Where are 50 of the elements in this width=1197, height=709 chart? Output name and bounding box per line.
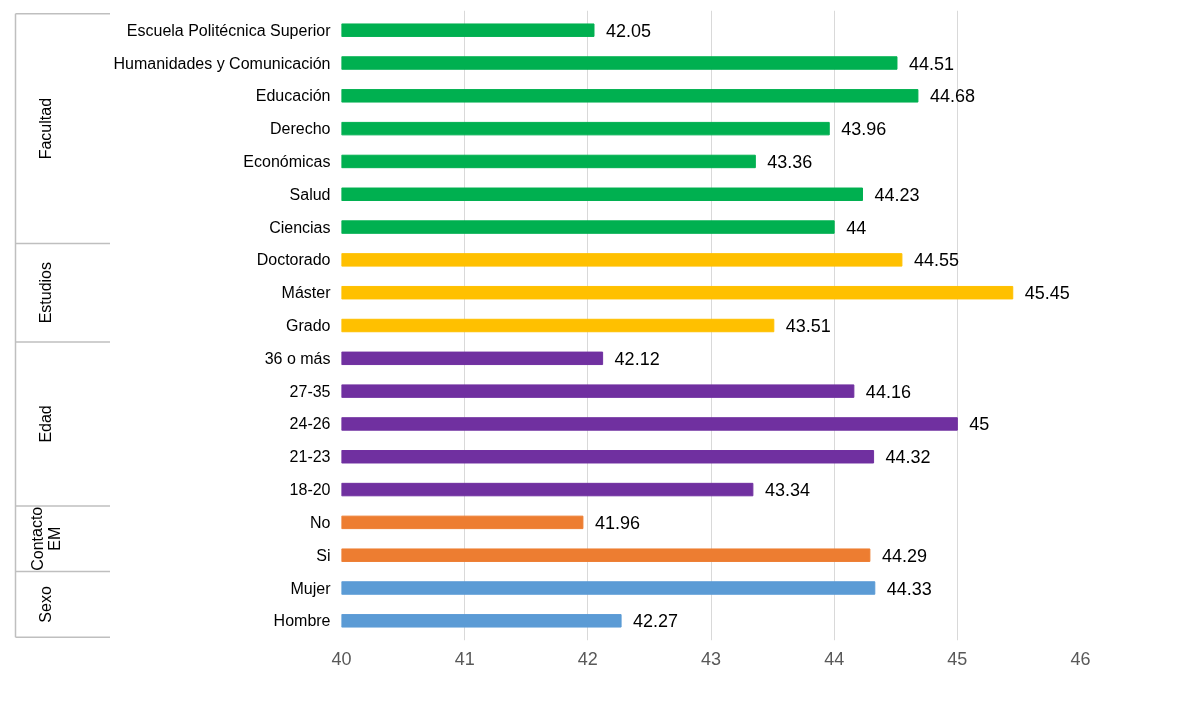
data-label: 42.27 — [633, 611, 679, 632]
x-tick-label: 45 — [947, 648, 968, 669]
x-tick-label: 42 — [577, 648, 598, 669]
y-tick-label: 36 o más — [264, 349, 331, 367]
y-tick-label: Mujer — [290, 579, 332, 597]
y-tick-label: Educación — [255, 87, 331, 105]
y-tick-label: Salud — [289, 185, 331, 203]
data-label: 44.55 — [913, 250, 959, 271]
text: Contacto EM — [28, 506, 63, 571]
data-label: 42.05 — [605, 20, 652, 41]
text: Sexo — [37, 586, 54, 623]
data-label: 44.68 — [929, 86, 975, 107]
y-tick-label: Escuela Politécnica Superior — [126, 21, 332, 39]
data-label: 43.51 — [785, 316, 831, 336]
x-tick-label: 40 — [331, 648, 352, 669]
data-label: 44.51 — [908, 53, 955, 74]
x-tick-label: 44 — [824, 648, 845, 669]
y-tick-label: Doctorado — [256, 251, 331, 269]
y-tick-label: 27-35 — [289, 382, 331, 400]
text: Facultad — [37, 97, 54, 160]
y-tick-label: Económicas — [243, 152, 331, 170]
y-tick-label: Humanidades y Comunicación — [113, 54, 331, 72]
data-label: 44.33 — [886, 578, 932, 599]
data-label: 41.96 — [594, 512, 640, 533]
data-label: 44.29 — [881, 545, 927, 566]
x-tick-label: 43 — [700, 648, 722, 669]
y-tick-label: Grado — [286, 317, 331, 334]
data-label: 44 — [846, 217, 867, 238]
text: Estudios — [37, 262, 54, 324]
data-label: 43.36 — [767, 151, 813, 172]
y-tick-label: 21-23 — [289, 448, 331, 466]
x-tick-label: 41 — [454, 648, 475, 669]
y-tick-label: Derecho — [270, 120, 331, 138]
data-label: 45.45 — [1024, 283, 1070, 304]
data-label: 44.16 — [865, 381, 911, 402]
data-label: 43.34 — [764, 480, 810, 501]
y-tick-label: No — [310, 513, 331, 531]
data-label: 43.96 — [841, 119, 887, 140]
data-label: 44.23 — [874, 184, 920, 205]
x-tick-label: 46 — [1070, 648, 1091, 669]
y-tick-label: 18-20 — [289, 481, 331, 499]
y-tick-label: 24-26 — [289, 415, 331, 433]
data-label: 45 — [969, 414, 990, 435]
text: Edad — [37, 405, 54, 443]
data-label: 42.12 — [614, 348, 660, 369]
data-label: 44.32 — [885, 447, 931, 468]
y-tick-label: Ciencias — [269, 218, 331, 236]
y-tick-label: Máster — [281, 284, 332, 302]
y-tick-label: Si — [316, 546, 331, 564]
y-tick-label: Hombre — [273, 612, 331, 630]
